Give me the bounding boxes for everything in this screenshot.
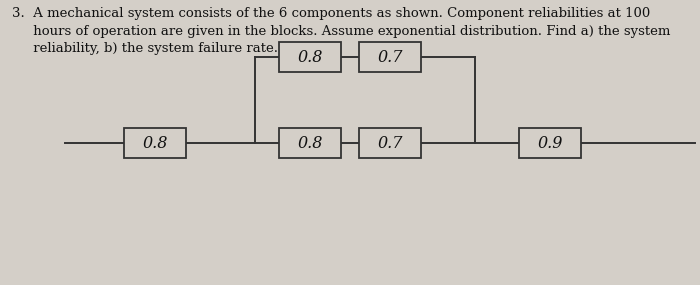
FancyBboxPatch shape [124,128,186,158]
Text: 3.  A mechanical system consists of the 6 components as shown. Component reliabi: 3. A mechanical system consists of the 6… [12,7,671,55]
FancyBboxPatch shape [359,128,421,158]
Text: 0.8: 0.8 [298,48,323,66]
Text: 0.8: 0.8 [142,135,168,152]
FancyBboxPatch shape [279,128,341,158]
Text: 0.9: 0.9 [538,135,563,152]
Text: 0.7: 0.7 [377,135,402,152]
FancyBboxPatch shape [359,42,421,72]
Text: 0.8: 0.8 [298,135,323,152]
FancyBboxPatch shape [519,128,581,158]
FancyBboxPatch shape [279,42,341,72]
Text: 0.7: 0.7 [377,48,402,66]
